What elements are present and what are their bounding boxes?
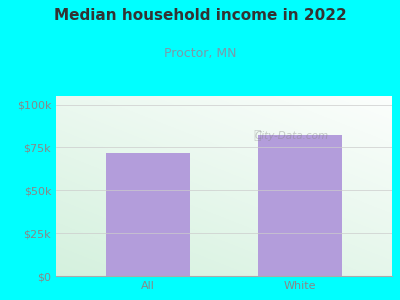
Text: City-Data.com: City-Data.com: [254, 130, 328, 141]
Text: Proctor, MN: Proctor, MN: [164, 46, 236, 59]
Bar: [258, 135, 342, 276]
Text: Median household income in 2022: Median household income in 2022: [54, 8, 346, 22]
Bar: [106, 153, 190, 276]
Text: ⓘ: ⓘ: [254, 129, 261, 142]
